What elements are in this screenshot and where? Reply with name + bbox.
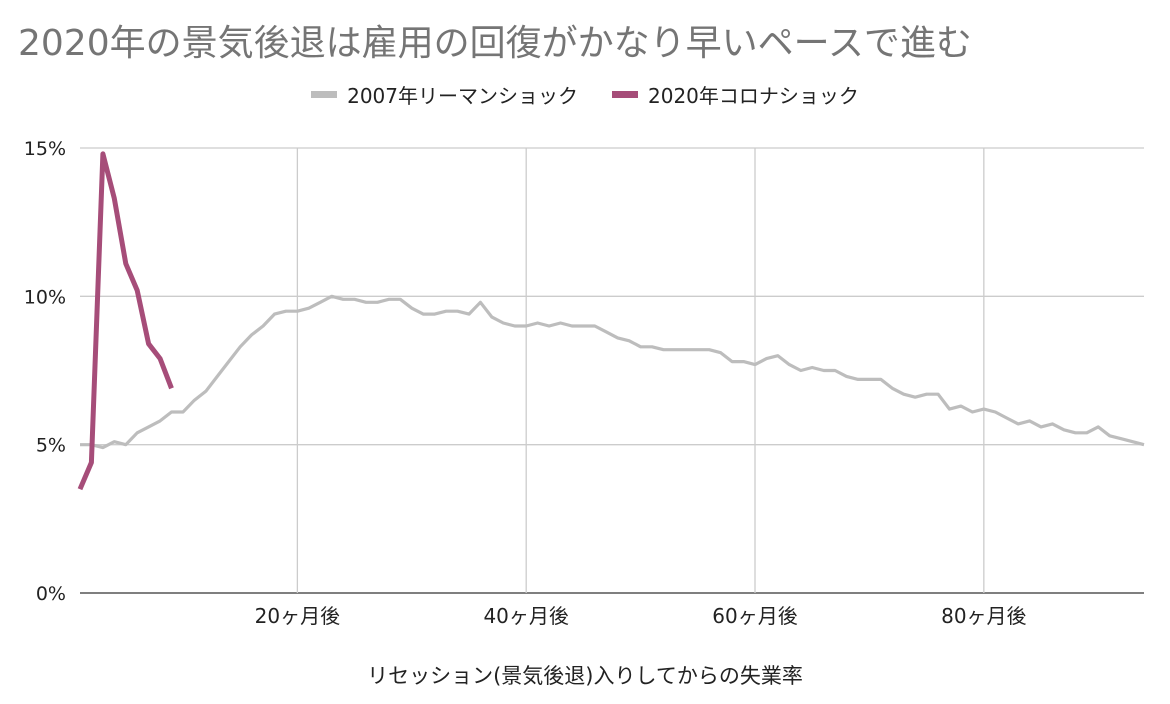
legend-item-corona[interactable]: 2020年コロナショック xyxy=(612,80,859,109)
y-tick-label-2: 10% xyxy=(24,286,66,308)
y-tick-label-1: 5% xyxy=(36,435,66,457)
legend-swatch-corona xyxy=(612,91,638,98)
legend-label-corona: 2020年コロナショック xyxy=(648,84,859,108)
y-tick-label-0: 0% xyxy=(36,583,66,605)
x-tick-label-0: 20ヶ月後 xyxy=(255,604,340,628)
x-tick-label-1: 40ヶ月後 xyxy=(483,604,568,628)
legend-item-lehman[interactable]: 2007年リーマンショック xyxy=(311,80,578,109)
x-axis-title: リセッション(景気後退)入りしてからの失業率 xyxy=(367,664,803,688)
legend: 2007年リーマンショック 2020年コロナショック xyxy=(0,80,1170,109)
x-tick-label-2: 60ヶ月後 xyxy=(712,604,797,628)
x-tick-label-3: 80ヶ月後 xyxy=(941,604,1026,628)
series-line-1 xyxy=(77,151,174,491)
legend-swatch-lehman xyxy=(311,91,338,98)
legend-label-lehman: 2007年リーマンショック xyxy=(347,84,578,108)
series-line-0 xyxy=(80,294,1145,450)
y-tick-label-3: 15% xyxy=(24,138,66,160)
chart-title: 2020年の景気後退は雇用の回復がかなり早いペースで進む xyxy=(18,23,972,64)
